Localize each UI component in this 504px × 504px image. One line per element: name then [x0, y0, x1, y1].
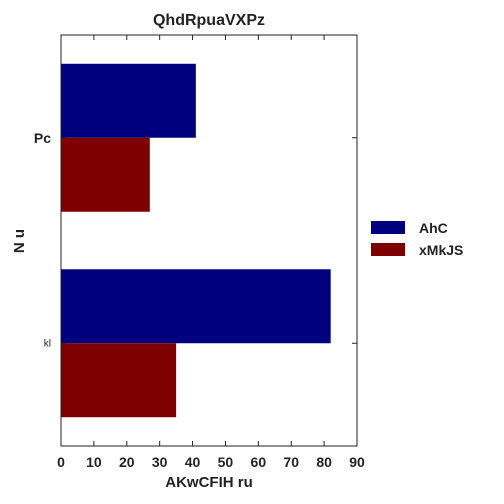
- y-tick-label-kl: kl: [44, 338, 51, 349]
- x-tick-label: 90: [349, 454, 365, 470]
- bar-AhC-Pc: [61, 63, 196, 138]
- plot-frame: [60, 34, 358, 447]
- legend-label-AhC: AhC: [419, 220, 448, 236]
- x-tick-label: 40: [185, 454, 201, 470]
- x-tick-label: 0: [57, 454, 65, 470]
- x-tick-label: 30: [152, 454, 168, 470]
- x-tick-label: 10: [86, 454, 102, 470]
- bar-xMkJS-Pc: [61, 137, 150, 212]
- x-tick-label: 70: [283, 454, 299, 470]
- x-axis: 0 10 20 30 40 50 60 70 80 90: [57, 35, 365, 470]
- x-tick-label: 60: [251, 454, 267, 470]
- legend-swatch-xMkJS: [371, 243, 405, 256]
- legend: AhC xMkJS: [371, 220, 463, 258]
- y-axis-label: N u: [11, 229, 28, 253]
- legend-swatch-AhC: [371, 221, 405, 234]
- x-axis-label: AKwCFIH ru: [165, 474, 253, 491]
- bar-xMkJS-kl: [61, 343, 177, 418]
- bars-group: [61, 63, 331, 418]
- x-tick-label: 50: [218, 454, 234, 470]
- x-tick-label: 80: [316, 454, 332, 470]
- chart-title: QhdRpuaVXPz: [153, 12, 265, 29]
- bar-AhC-kl: [61, 269, 331, 344]
- y-tick-label-Pc: Pc: [34, 130, 51, 146]
- legend-label-xMkJS: xMkJS: [419, 242, 463, 258]
- x-tick-label: 20: [119, 454, 135, 470]
- y-axis: Pc kl: [34, 130, 357, 349]
